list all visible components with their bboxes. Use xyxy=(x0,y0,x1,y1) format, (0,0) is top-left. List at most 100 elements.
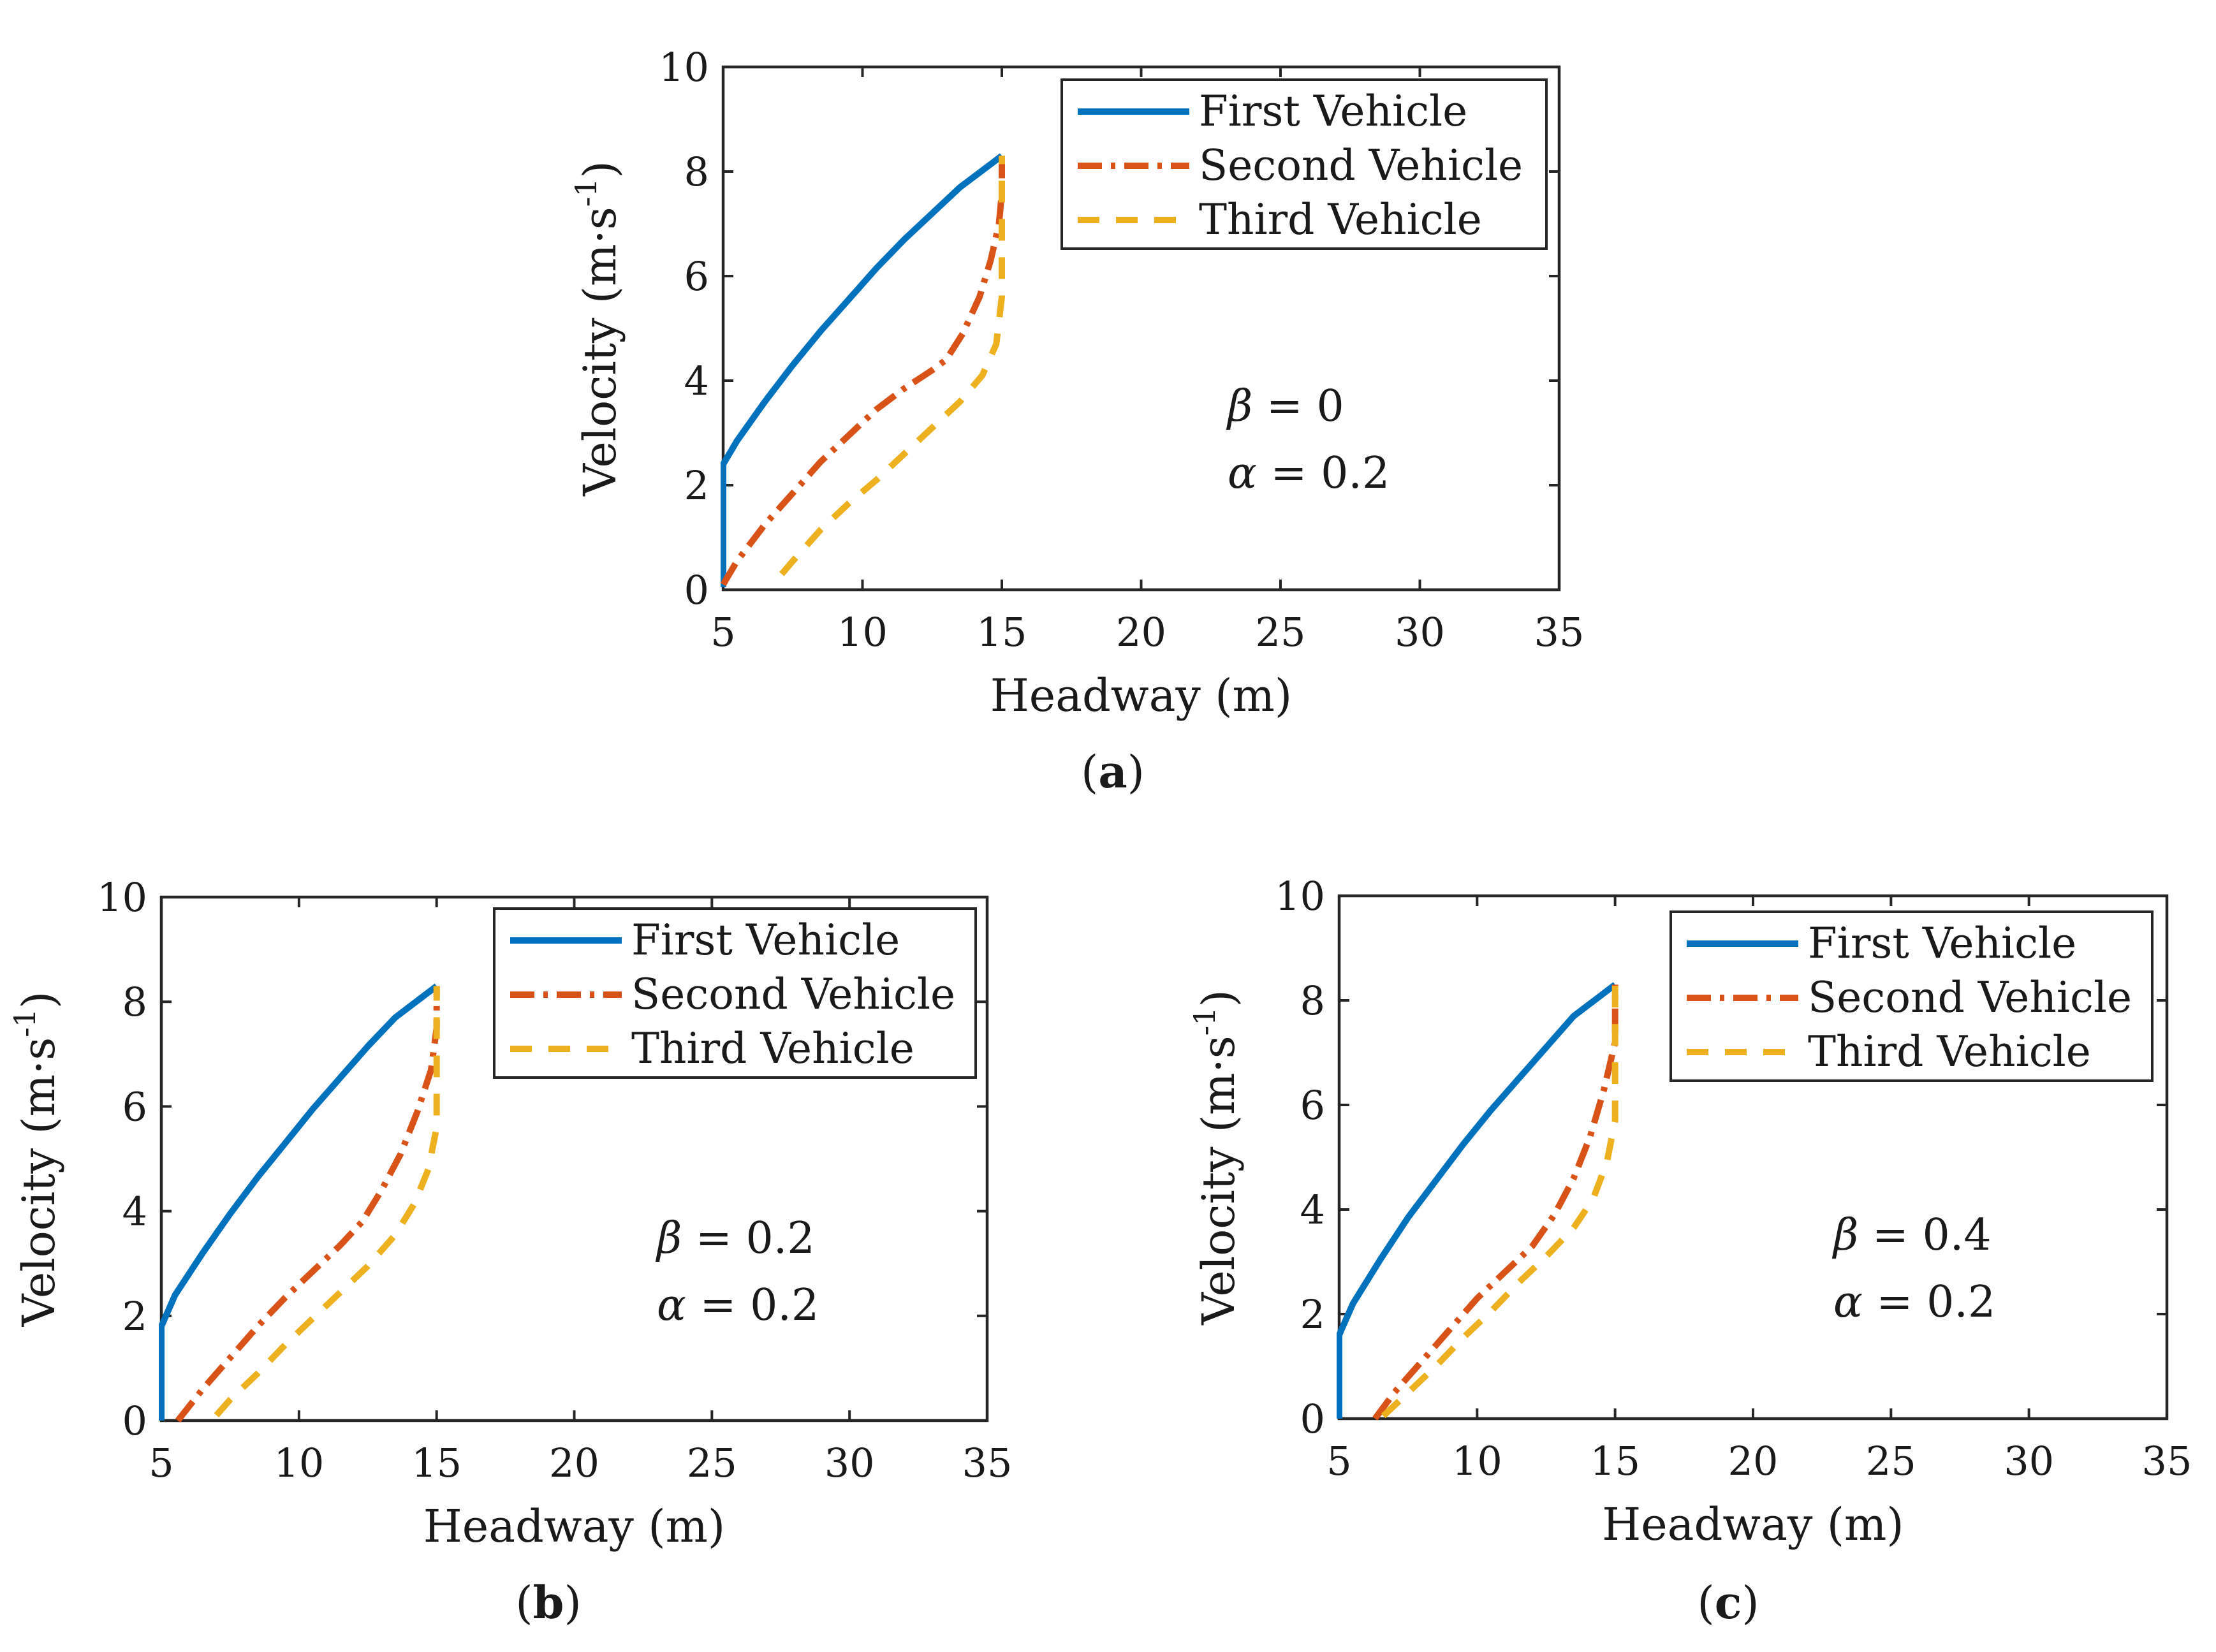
annotation-beta-value: = 0.4 xyxy=(1858,1210,1991,1261)
y-axis-title-main: Velocity (m·s xyxy=(574,207,626,496)
annotation-alpha-value: = 0.2 xyxy=(1863,1277,1995,1327)
y-axis-title: Velocity (m·s-1) xyxy=(1187,990,1245,1326)
y-axis-title-superscript: -1 xyxy=(8,1009,42,1037)
annotation-alpha-value: = 0.2 xyxy=(1257,448,1390,499)
x-tick-label: 15 xyxy=(1590,1438,1640,1484)
annotation-beta-value: = 0 xyxy=(1252,381,1344,432)
legend: First Vehicle Second Vehicle Third Vehicle xyxy=(1060,78,1548,250)
legend-label-third-vehicle: Third Vehicle xyxy=(631,1024,914,1073)
x-axis-title: Headway (m) xyxy=(990,669,1292,722)
y-tick-label: 2 xyxy=(1300,1291,1325,1338)
y-tick-label: 0 xyxy=(684,567,709,613)
series-line-first-vehicle xyxy=(1337,982,1617,1419)
annotation-alpha-symbol: α xyxy=(657,1280,686,1331)
legend-box xyxy=(1060,78,1548,250)
y-tick-label: 4 xyxy=(1300,1187,1325,1233)
legend-label-first-vehicle: First Vehicle xyxy=(1199,87,1467,136)
y-axis-title-close: ) xyxy=(1192,990,1245,1007)
y-axis-title-close: ) xyxy=(13,991,65,1009)
caption-open-paren: ( xyxy=(1081,746,1098,798)
x-tick-label: 5 xyxy=(710,609,735,655)
panel-caption: (b) xyxy=(515,1576,582,1629)
y-tick-label: 4 xyxy=(122,1188,147,1235)
y-axis-title-superscript: -1 xyxy=(1187,1007,1222,1036)
chart-panel-c: 5 10 15 20 25 30 35 0 2 4 6 8 10 Headway (m) Velocity … xyxy=(1187,873,2192,1629)
x-axis-title: Headway (m) xyxy=(1602,1498,1904,1551)
caption-letter: b xyxy=(533,1576,564,1629)
legend-label-first-vehicle: First Vehicle xyxy=(1808,919,2076,968)
y-axis-title: Velocity (m·s-1) xyxy=(569,161,626,497)
caption-close-paren: ) xyxy=(564,1577,581,1629)
legend-label-second-vehicle: Second Vehicle xyxy=(1199,141,1523,190)
x-tick-label: 30 xyxy=(2004,1438,2054,1484)
panel-caption: (c) xyxy=(1697,1576,1759,1629)
x-tick-label: 20 xyxy=(1116,609,1166,655)
y-tick-label: 8 xyxy=(1300,977,1325,1024)
chart-panel-a: 5 10 15 20 25 30 35 0 2 4 6 8 10 Headway (m) Velocity … xyxy=(569,44,1584,798)
y-tick-label: 0 xyxy=(122,1398,147,1444)
x-tick-label: 35 xyxy=(1534,609,1585,655)
y-tick-label: 6 xyxy=(684,253,709,300)
series-line-second-vehicle xyxy=(721,156,1005,587)
legend: First Vehicle Second Vehicle Third Vehicle xyxy=(493,907,977,1079)
x-tick-label: 15 xyxy=(977,609,1027,655)
x-tick-label: 20 xyxy=(1728,1438,1779,1484)
y-tick-label: 8 xyxy=(684,149,709,195)
annotation-beta-symbol: β xyxy=(655,1213,682,1264)
y-axis-title-main: Velocity (m·s xyxy=(13,1037,65,1327)
y-axis-title-main: Velocity (m·s xyxy=(1192,1035,1245,1325)
x-tick-label: 25 xyxy=(1256,609,1306,655)
caption-open-paren: ( xyxy=(515,1577,532,1629)
y-tick-label: 8 xyxy=(122,979,147,1025)
y-tick-label: 4 xyxy=(684,358,709,404)
annotation-beta: β = 0.4 xyxy=(1831,1210,1992,1261)
annotation-alpha: α = 0.2 xyxy=(1833,1277,1995,1327)
series-line-third-vehicle xyxy=(214,986,440,1418)
caption-letter: c xyxy=(1715,1576,1742,1629)
annotation-alpha: α = 0.2 xyxy=(1228,448,1390,499)
x-tick-label: 30 xyxy=(825,1440,875,1486)
legend: First Vehicle Second Vehicle Third Vehicle xyxy=(1669,910,2154,1082)
series-line-first-vehicle xyxy=(159,983,439,1421)
annotation-beta-symbol: β xyxy=(1831,1210,1858,1261)
series-line-third-vehicle xyxy=(779,156,1005,576)
y-tick-label: 6 xyxy=(1300,1082,1325,1129)
y-axis-title-superscript: -1 xyxy=(569,179,603,207)
y-tick-label: 2 xyxy=(684,462,709,509)
x-tick-label: 10 xyxy=(274,1440,324,1486)
annotation-alpha-symbol: α xyxy=(1228,448,1257,499)
x-tick-label: 15 xyxy=(411,1440,462,1486)
y-tick-label: 2 xyxy=(122,1293,147,1340)
x-tick-label: 5 xyxy=(149,1440,173,1486)
series-line-third-vehicle xyxy=(1381,984,1618,1419)
series-line-second-vehicle xyxy=(1372,984,1618,1421)
legend-label-second-vehicle: Second Vehicle xyxy=(631,970,955,1019)
x-tick-label: 10 xyxy=(837,609,888,655)
y-axis-title: Velocity (m·s-1) xyxy=(8,991,65,1327)
x-tick-label: 30 xyxy=(1395,609,1445,655)
y-tick-label: 10 xyxy=(1275,873,1325,919)
series-line-first-vehicle xyxy=(721,153,1004,587)
annotation-alpha: α = 0.2 xyxy=(657,1280,819,1331)
caption-letter: a xyxy=(1098,745,1127,798)
annotation-alpha-value: = 0.2 xyxy=(686,1280,819,1331)
x-tick-label: 35 xyxy=(962,1440,1013,1486)
x-tick-label: 5 xyxy=(1326,1438,1351,1484)
y-tick-label: 0 xyxy=(1300,1396,1325,1442)
y-tick-label: 10 xyxy=(659,44,709,91)
y-tick-label: 6 xyxy=(122,1083,147,1130)
chart-panel-b: 5 10 15 20 25 30 35 0 2 4 6 8 10 Headway (m) Velocity … xyxy=(8,874,1012,1629)
x-tick-label: 25 xyxy=(1866,1438,1916,1484)
series-line-second-vehicle xyxy=(175,986,440,1423)
legend-label-third-vehicle: Third Vehicle xyxy=(1808,1027,2091,1076)
x-axis-title: Headway (m) xyxy=(423,1500,725,1553)
caption-open-paren: ( xyxy=(1697,1577,1714,1629)
caption-close-paren: ) xyxy=(1742,1577,1759,1629)
annotation-alpha-symbol: α xyxy=(1833,1277,1863,1327)
panel-caption: (a) xyxy=(1081,745,1145,798)
x-tick-label: 10 xyxy=(1452,1438,1502,1484)
y-tick-label: 10 xyxy=(97,874,147,921)
x-tick-label: 35 xyxy=(2142,1438,2192,1484)
legend-label-second-vehicle: Second Vehicle xyxy=(1808,973,2132,1022)
